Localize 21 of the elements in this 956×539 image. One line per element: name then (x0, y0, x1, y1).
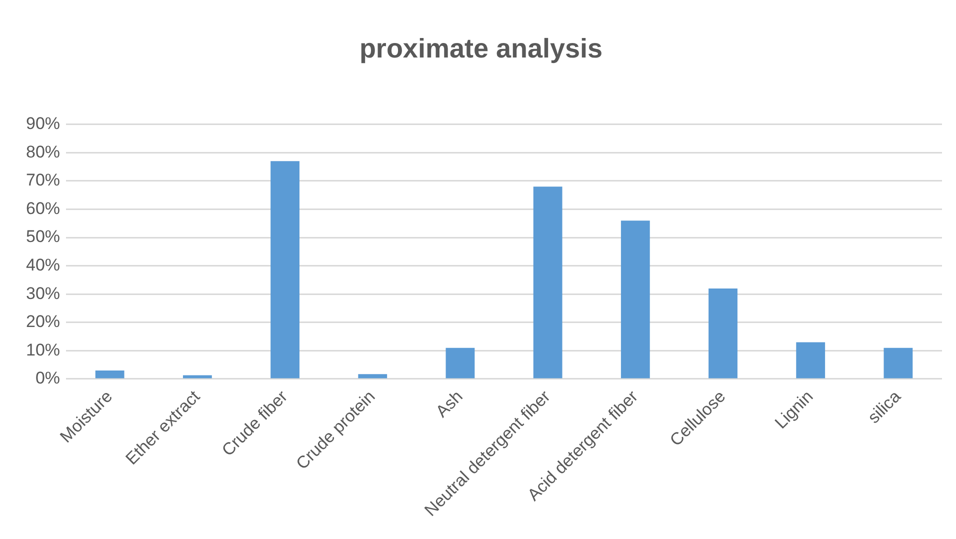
bar (620, 220, 650, 378)
y-tick-label: 70% (26, 170, 60, 190)
y-tick-label: 80% (26, 142, 60, 162)
y-tick-label: 40% (26, 256, 60, 275)
y-tick-label: 10% (26, 340, 60, 360)
bar (95, 370, 124, 378)
bar (270, 161, 300, 378)
y-tick-label: 50% (26, 227, 60, 246)
chart-title: proximate analysis (359, 34, 603, 64)
bar (446, 348, 475, 378)
bar (708, 288, 738, 378)
y-tick-label: 90% (26, 114, 60, 134)
y-tick-label: 60% (26, 198, 60, 218)
y-tick-label: 0% (35, 368, 60, 388)
y-tick-label: 30% (26, 284, 60, 303)
bar (533, 186, 562, 378)
bar (796, 342, 826, 378)
bar (884, 348, 913, 378)
y-tick-label: 20% (26, 312, 60, 332)
x-tick-label: Ash (432, 386, 466, 422)
bar (358, 374, 388, 378)
